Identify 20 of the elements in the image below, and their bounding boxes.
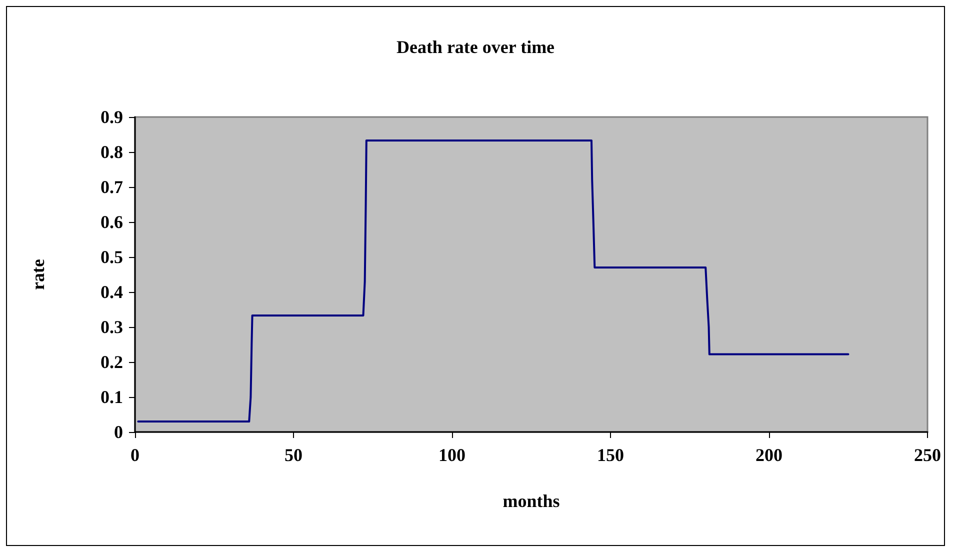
y-axis-title: rate [28,259,48,290]
y-tick-label: 0.3 [100,317,123,337]
x-tick-label: 200 [756,445,782,465]
x-tick-label: 100 [438,445,466,465]
x-tick-label: 0 [130,445,140,465]
y-tick-label: 0.4 [100,282,123,302]
y-tick-label: 0.6 [100,212,123,232]
x-tick-label: 250 [914,445,941,465]
y-tick-label: 0.9 [100,107,123,127]
x-tick-label: 50 [284,445,302,465]
x-axis-title: months [502,491,560,511]
y-tick-label: 0.5 [100,247,123,267]
y-tick-label: 0.8 [100,142,123,162]
line-series [137,139,850,422]
y-tick-label: 0 [114,422,123,442]
x-tick-label: 150 [597,445,624,465]
y-tick-label: 0.1 [100,387,123,407]
y-tick-label: 0.7 [100,177,123,197]
y-tick-label: 0.2 [100,352,123,372]
chart-title: Death rate over time [396,37,555,57]
